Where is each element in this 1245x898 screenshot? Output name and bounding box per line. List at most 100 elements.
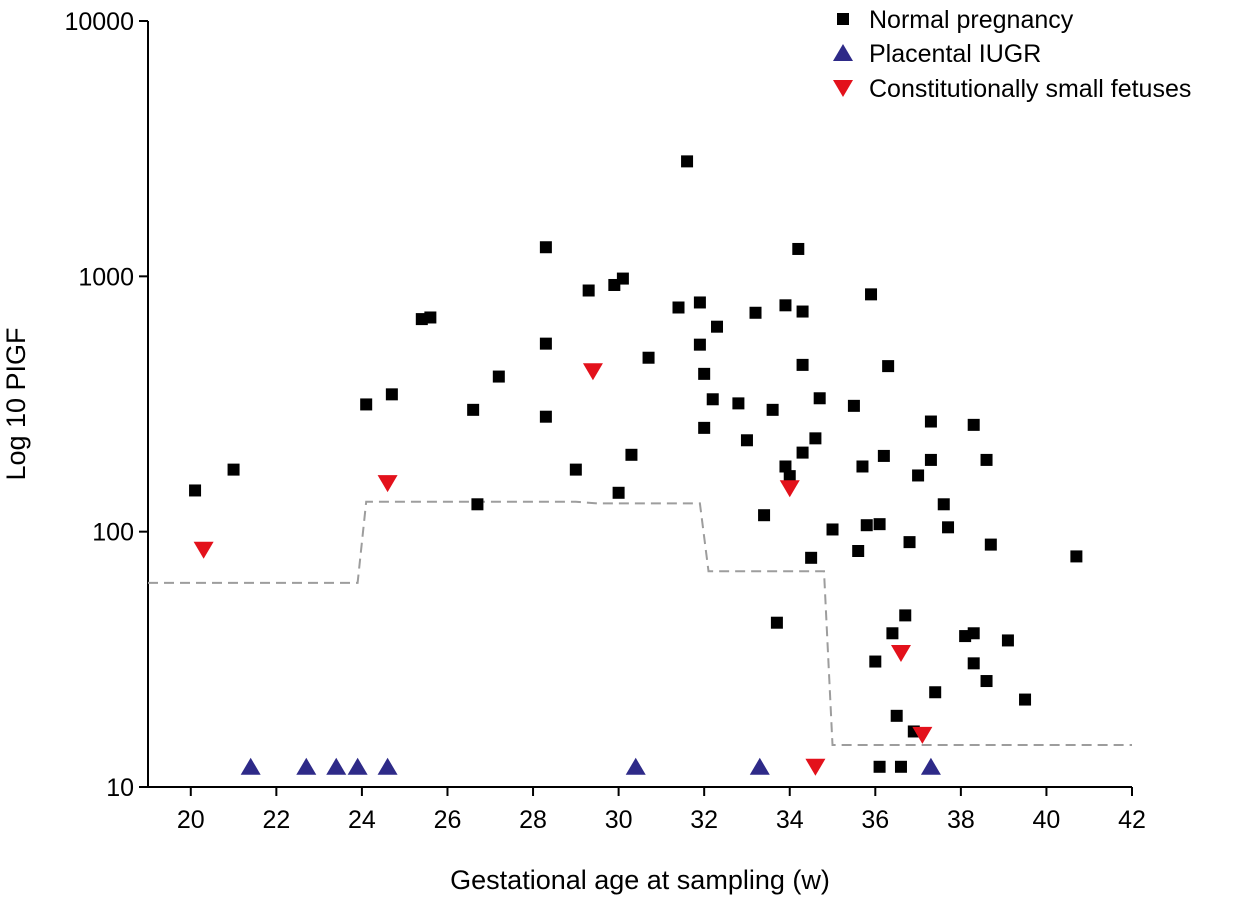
x-tick-label: 38	[947, 806, 975, 834]
y-tick-label: 10000	[64, 8, 134, 36]
data-point-triangle-up	[749, 757, 770, 775]
data-point-square	[890, 709, 903, 722]
data-point-square	[711, 320, 724, 333]
data-point-square	[805, 551, 818, 564]
data-point-triangle-up	[920, 757, 941, 775]
x-tick-label: 22	[262, 806, 290, 834]
data-point-square	[924, 415, 937, 428]
data-point-square	[899, 609, 912, 622]
data-point-square	[894, 760, 907, 773]
data-point-square	[189, 484, 202, 497]
data-point-square	[681, 155, 694, 168]
data-point-square	[766, 403, 779, 416]
y-axis-title: Log 10 PIGF	[1, 327, 31, 480]
series-triangle-down	[193, 363, 933, 776]
legend-marker-square	[837, 13, 849, 25]
y-tick-label: 10	[106, 774, 134, 802]
data-point-square	[698, 421, 711, 434]
x-tick-label: 34	[776, 806, 804, 834]
y-tick-label: 1000	[78, 263, 134, 291]
data-point-square	[903, 536, 916, 549]
data-point-square	[740, 434, 753, 447]
data-point-square	[582, 284, 595, 297]
data-point-square	[882, 360, 895, 373]
data-point-square	[471, 498, 484, 511]
data-point-square	[912, 469, 925, 482]
legend-item: Normal pregnancy	[837, 6, 1074, 34]
data-point-square	[706, 393, 719, 406]
data-point-square	[813, 392, 826, 405]
data-point-square	[869, 655, 882, 668]
data-point-triangle-up	[296, 757, 317, 775]
x-tick-label: 20	[177, 806, 205, 834]
data-point-square	[539, 241, 552, 254]
data-point-triangle-down	[193, 541, 214, 559]
data-point-square	[984, 538, 997, 551]
data-point-square	[865, 288, 878, 301]
legend-item: Placental IUGR	[833, 40, 1041, 68]
data-point-square	[942, 521, 955, 534]
data-point-square	[732, 397, 745, 410]
data-point-square	[539, 410, 552, 423]
data-point-triangle-up	[377, 757, 398, 775]
data-point-triangle-down	[377, 475, 398, 493]
x-tick-label: 32	[690, 806, 718, 834]
data-point-square	[467, 403, 480, 416]
data-point-square	[539, 337, 552, 350]
data-point-triangle-up	[625, 757, 646, 775]
data-point-square	[980, 675, 993, 688]
data-point-square	[1070, 550, 1083, 563]
data-point-square	[877, 449, 890, 462]
data-point-square	[796, 446, 809, 459]
data-point-triangle-up	[347, 757, 368, 775]
data-point-square	[873, 760, 886, 773]
data-point-square	[625, 448, 638, 461]
y-ticks: 10 100 1000 10000	[64, 8, 148, 802]
data-point-square	[749, 306, 762, 319]
data-point-square	[492, 370, 505, 383]
data-point-square	[852, 545, 865, 558]
x-ticks: 20 22 24 26 28 30 32 34 36 38 40 42	[177, 787, 1146, 834]
data-point-square	[385, 388, 398, 401]
data-point-square	[1019, 693, 1032, 706]
data-point-square	[967, 657, 980, 670]
data-point-triangle-up	[326, 757, 347, 775]
data-point-triangle-down	[890, 644, 911, 662]
data-points	[189, 155, 1083, 776]
data-point-square	[779, 460, 792, 473]
data-point-square	[783, 470, 796, 483]
data-point-triangle-down	[779, 480, 800, 498]
data-point-square	[929, 686, 942, 699]
y-tick-label: 100	[92, 519, 134, 547]
data-point-square	[809, 432, 822, 445]
legend-label: Normal pregnancy	[869, 6, 1074, 34]
legend-marker-triangle-up	[833, 44, 853, 61]
data-point-square	[569, 463, 582, 476]
x-tick-label: 24	[348, 806, 376, 834]
legend-label: Constitutionally small fetuses	[869, 75, 1191, 103]
data-point-triangle-up	[240, 757, 261, 775]
x-tick-label: 36	[861, 806, 889, 834]
threshold-line-group	[148, 500, 1132, 746]
data-point-square	[873, 518, 886, 531]
data-point-square	[967, 418, 980, 431]
threshold-line	[148, 500, 1132, 746]
data-point-square	[847, 399, 860, 412]
x-tick-label: 42	[1118, 806, 1146, 834]
data-point-square	[693, 296, 706, 309]
data-point-square	[860, 519, 873, 532]
series-square	[189, 155, 1083, 773]
data-point-square	[826, 523, 839, 536]
data-point-square	[698, 367, 711, 380]
data-point-square	[612, 486, 625, 499]
data-point-square	[616, 272, 629, 285]
x-tick-label: 28	[519, 806, 547, 834]
data-point-triangle-down	[805, 758, 826, 776]
legend-marker-triangle-down	[833, 80, 853, 97]
x-tick-label: 26	[434, 806, 462, 834]
data-point-square	[924, 453, 937, 466]
data-point-triangle-down	[582, 363, 603, 381]
x-axis-title: Gestational age at sampling (w)	[450, 865, 830, 895]
data-point-square	[796, 358, 809, 371]
